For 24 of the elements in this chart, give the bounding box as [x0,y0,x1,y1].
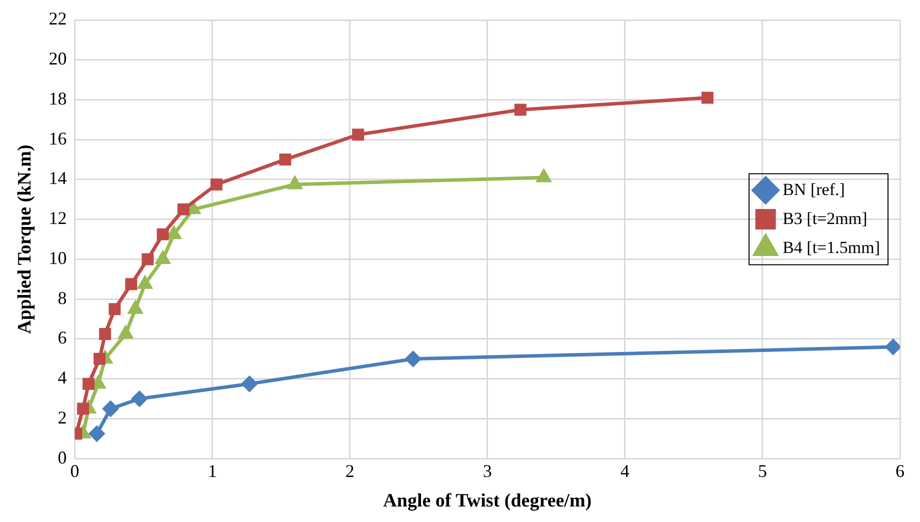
y-tick-label: 2 [58,407,67,428]
y-axis-title: Applied Torque (kN.m) [14,144,36,334]
x-axis-title: Angle of Twist (degree/m) [383,490,592,512]
y-tick-label: 6 [58,328,67,348]
y-tick-label: 18 [48,88,67,108]
x-tick-label: 6 [896,461,904,482]
x-tick-label: 0 [70,461,80,482]
y-tick-label: 8 [58,288,67,308]
y-tick-label: 20 [48,48,67,69]
legend-label: B3 [t=2mm] [782,208,868,228]
y-tick-label: 10 [48,248,67,268]
y-tick-label: 4 [58,368,67,388]
x-tick-label: 5 [758,461,767,482]
y-tick-label: 22 [48,8,67,29]
y-tick-label: 12 [48,208,67,228]
x-tick-label: 3 [482,461,492,482]
legend-label: B4 [t=1.5mm] [782,238,880,257]
y-tick-label: 16 [48,128,67,148]
x-tick-label: 2 [345,461,354,482]
legend-label: BN [ref.] [782,180,845,199]
x-tick-label: 4 [620,461,630,482]
y-tick-label: 14 [48,168,67,188]
x-tick-label: 1 [208,461,217,482]
y-tick-label: 0 [58,447,67,468]
